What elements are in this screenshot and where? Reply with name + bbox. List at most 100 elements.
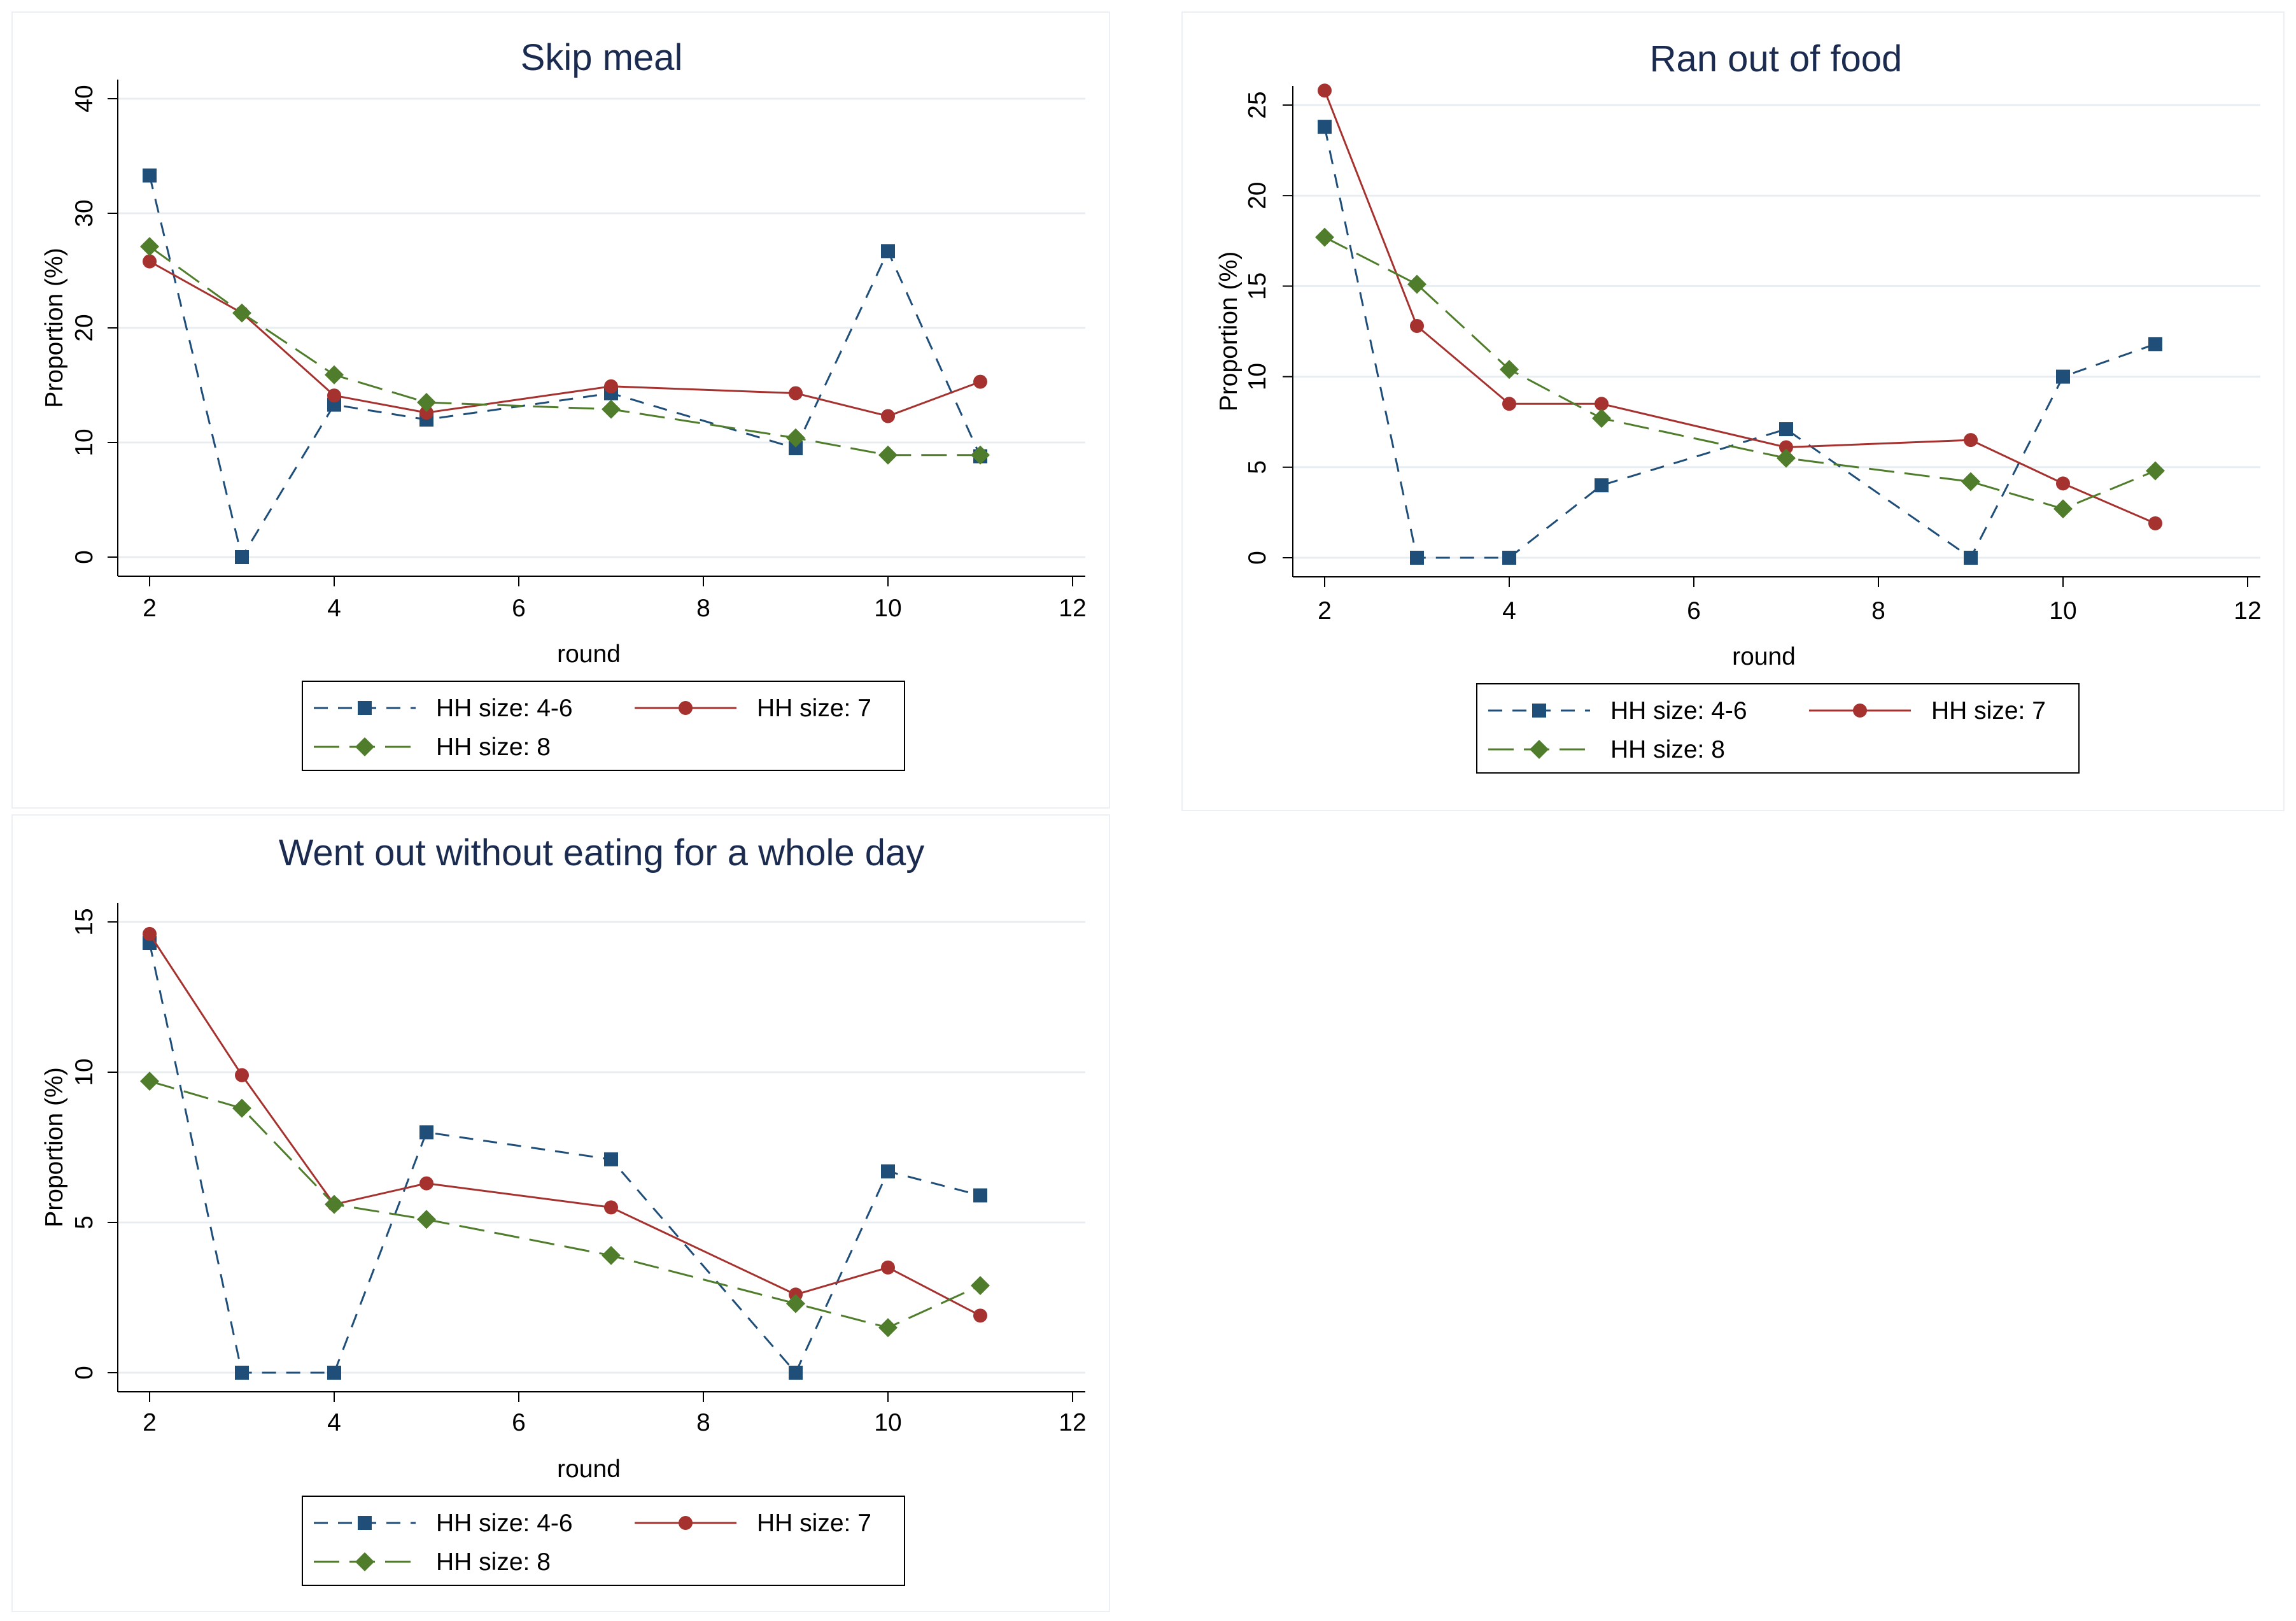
y-tick-label: 10 (71, 428, 98, 456)
y-tick-label: 5 (1244, 460, 1271, 474)
x-axis-title: round (557, 1455, 621, 1483)
data-point-series-2 (1500, 360, 1519, 379)
data-point-series-2 (602, 399, 621, 419)
legend-label-0: HH size: 4-6 (1610, 697, 1747, 725)
y-tick-label: 10 (1244, 363, 1271, 390)
series-line-1 (148, 933, 981, 1317)
data-point-series-0 (1410, 551, 1424, 565)
y-tick-label: 20 (71, 314, 98, 341)
legend-box (302, 681, 905, 771)
x-tick-label: 2 (1318, 597, 1332, 625)
data-point-series-1 (327, 388, 341, 403)
data-point-series-1 (1779, 440, 1793, 455)
legend-marker-2 (1530, 740, 1549, 759)
x-tick-label: 12 (2234, 597, 2261, 625)
x-axis-title: round (557, 641, 621, 668)
data-point-series-0 (1318, 120, 1332, 134)
chart-title: Skip meal (521, 37, 683, 78)
data-point-series-2 (2053, 499, 2073, 519)
data-point-series-0 (1779, 422, 1793, 437)
x-tick-label: 2 (143, 595, 157, 622)
x-tick-label: 6 (512, 595, 526, 622)
y-tick-label: 25 (1244, 91, 1271, 118)
legend-box (1476, 683, 2080, 774)
data-point-series-1 (1410, 318, 1424, 333)
data-point-series-2 (232, 1098, 251, 1118)
y-tick-label: 0 (71, 550, 98, 564)
series-line-1 (149, 260, 981, 418)
data-point-series-0 (1964, 551, 1978, 565)
data-point-series-0 (327, 1366, 341, 1380)
data-point-series-1 (1595, 397, 1609, 411)
data-point-series-1 (881, 409, 895, 423)
data-point-series-2 (786, 428, 805, 448)
data-point-series-1 (973, 1308, 987, 1323)
data-point-series-2 (971, 445, 990, 465)
x-tick-label: 2 (143, 1409, 157, 1436)
data-point-series-0 (1595, 478, 1609, 493)
legend-marker-1 (679, 701, 693, 715)
data-point-series-1 (143, 254, 157, 269)
chart-svg-went-without-eating: Went out without eating for a whole day 0… (41, 832, 1087, 1586)
legend-marker-2 (355, 1552, 374, 1571)
x-tick-label: 4 (327, 1409, 341, 1436)
series-line-2 (1324, 236, 2156, 510)
x-tick-label: 8 (696, 1409, 710, 1436)
data-point-series-1 (143, 926, 157, 941)
x-tick-label: 10 (874, 1409, 901, 1436)
chart-panel-went-without-eating: Went out without eating for a whole day 0… (11, 814, 1110, 1612)
data-point-series-2 (1777, 448, 1796, 468)
data-point-series-2 (325, 365, 344, 385)
legend-label-0: HH size: 4-6 (436, 695, 573, 722)
data-point-series-1 (419, 1176, 433, 1191)
data-point-series-1 (973, 374, 987, 389)
data-point-series-2 (602, 1245, 621, 1265)
series-line-0 (148, 942, 981, 1374)
y-tick-label: 40 (71, 85, 98, 112)
legend-marker-1 (679, 1516, 693, 1530)
data-point-series-2 (417, 393, 436, 412)
data-point-series-2 (417, 1210, 436, 1229)
y-axis-title: Proportion (%) (41, 1067, 68, 1227)
data-point-series-1 (419, 406, 433, 420)
data-point-series-2 (1592, 409, 1611, 428)
data-point-series-0 (419, 1125, 433, 1140)
chart-svg-skip-meal: Skip meal 0 10 20 30 40 2 4 6 8 10 12 round Proportio… (41, 37, 1087, 771)
chart-panel-ran-out-of-food: Ran out of food 0 5 10 15 20 25 2 4 6 8 10 12 round Pr… (1181, 11, 2285, 811)
legend-label-1: HH size: 7 (1931, 697, 2046, 725)
data-point-series-1 (604, 1200, 618, 1215)
y-tick-label: 0 (71, 1366, 98, 1380)
data-point-series-1 (881, 1260, 895, 1275)
y-tick-label: 30 (71, 199, 98, 227)
legend-label-2: HH size: 8 (436, 1548, 551, 1576)
data-point-series-0 (2056, 369, 2070, 384)
data-point-series-2 (1315, 227, 1334, 247)
x-axis-title: round (1732, 643, 1796, 670)
data-point-series-0 (789, 1366, 803, 1380)
series-line-2 (149, 245, 980, 457)
data-point-series-0 (235, 1366, 249, 1380)
data-point-series-1 (1502, 397, 1516, 411)
x-tick-label: 12 (1059, 1409, 1086, 1436)
data-point-series-0 (881, 1164, 895, 1179)
legend-marker-0 (358, 701, 372, 715)
data-point-series-2 (2146, 461, 2165, 481)
y-axis-title: Proportion (%) (41, 248, 68, 407)
x-tick-label: 6 (1687, 597, 1701, 625)
data-point-series-1 (789, 386, 803, 400)
y-tick-label: 10 (71, 1058, 98, 1086)
data-point-series-2 (786, 1294, 805, 1313)
legend-marker-0 (358, 1516, 372, 1530)
x-tick-label: 6 (512, 1409, 526, 1436)
legend-label-1: HH size: 7 (757, 695, 871, 722)
data-point-series-2 (1407, 274, 1426, 294)
x-tick-label: 10 (874, 595, 901, 622)
data-point-series-0 (143, 168, 157, 183)
series-line-2 (149, 1080, 981, 1329)
x-tick-label: 8 (696, 595, 710, 622)
data-point-series-0 (2148, 337, 2162, 351)
data-point-series-2 (232, 303, 251, 323)
data-point-series-0 (881, 244, 895, 258)
data-point-series-2 (140, 237, 159, 257)
x-tick-label: 10 (2049, 597, 2076, 625)
